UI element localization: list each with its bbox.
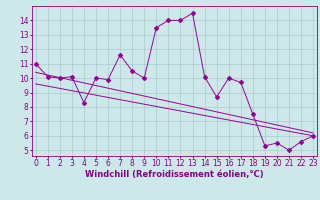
X-axis label: Windchill (Refroidissement éolien,°C): Windchill (Refroidissement éolien,°C) — [85, 170, 264, 179]
